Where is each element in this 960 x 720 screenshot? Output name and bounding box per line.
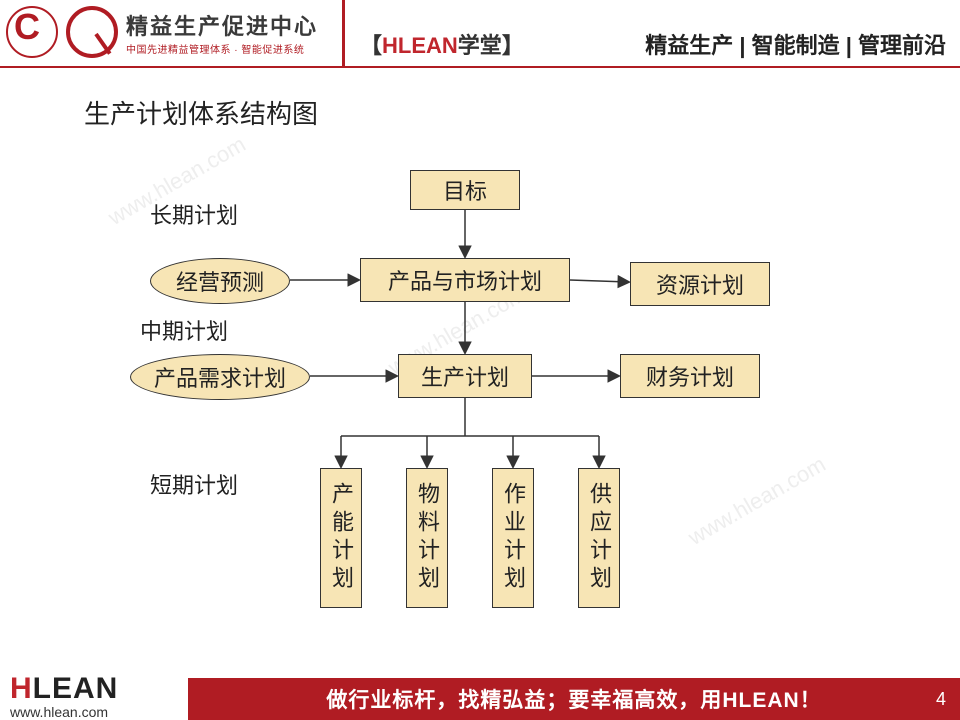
node-material: 物料计划 <box>406 468 448 608</box>
header-center: 【HLEAN学堂】 <box>360 28 524 60</box>
node-resource: 资源计划 <box>630 262 770 306</box>
footer-slogan: 做行业标杆，找精弘益；要幸福高效，用HLEAN！ <box>326 684 821 714</box>
bracket-open: 【 <box>360 33 382 58</box>
node-supply: 供应计划 <box>578 468 620 608</box>
footer-slogan-bar: 做行业标杆，找精弘益；要幸福高效，用HLEAN！ <box>188 678 960 720</box>
node-operation: 作业计划 <box>492 468 534 608</box>
diagram-canvas: 生产计划体系结构图 www.hlean.com www.hlean.com ww… <box>0 68 960 648</box>
node-product-market: 产品与市场计划 <box>360 258 570 302</box>
header-divider <box>342 0 345 68</box>
page-number: 4 <box>936 689 946 710</box>
bracket-close: 】 <box>502 33 524 58</box>
page-title: 生产计划体系结构图 <box>84 94 318 131</box>
footer-logo-lean: LEAN <box>33 672 119 705</box>
footer-logo: HLEAN <box>10 672 118 706</box>
header-right: 精益生产 | 智能制造 | 管理前沿 <box>645 28 946 60</box>
watermark: www.hlean.com <box>684 451 830 551</box>
logo-ring-icon <box>66 6 118 58</box>
label-short-term: 短期计划 <box>150 468 238 500</box>
node-production: 生产计划 <box>398 354 532 398</box>
label-long-term: 长期计划 <box>150 198 238 230</box>
hlean-red: HLEAN <box>382 33 458 58</box>
node-capacity: 产能计划 <box>320 468 362 608</box>
node-forecast: 经营预测 <box>150 258 290 304</box>
footer-logo-h: H <box>10 672 33 705</box>
header: C 精益生产促进中心 中国先进精益管理体系 · 智能促进系统 【HLEAN学堂】… <box>0 0 960 68</box>
footer: HLEAN www.hlean.com 做行业标杆，找精弘益；要幸福高效，用HL… <box>0 668 960 720</box>
logo-title: 精益生产促进中心 <box>126 9 318 41</box>
footer-url: www.hlean.com <box>10 704 108 720</box>
label-mid-term: 中期计划 <box>140 314 228 346</box>
xuetang: 学堂 <box>458 33 502 58</box>
node-finance: 财务计划 <box>620 354 760 398</box>
node-goal: 目标 <box>410 170 520 210</box>
node-demand: 产品需求计划 <box>130 354 310 400</box>
logo-block: C 精益生产促进中心 中国先进精益管理体系 · 智能促进系统 <box>6 6 318 58</box>
logo-subtitle: 中国先进精益管理体系 · 智能促进系统 <box>126 41 318 56</box>
logo-c-icon: C <box>6 6 58 58</box>
